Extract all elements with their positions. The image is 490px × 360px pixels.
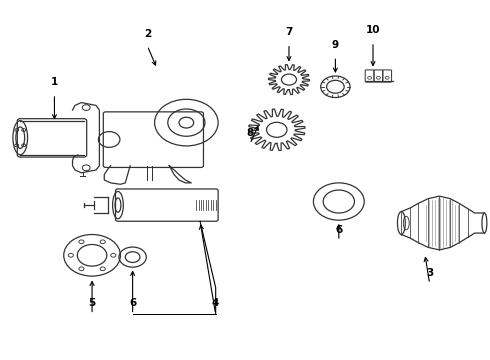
Text: 3: 3 [426, 267, 433, 278]
Text: 6: 6 [129, 298, 136, 308]
Text: 9: 9 [332, 40, 339, 50]
Text: 4: 4 [212, 298, 220, 308]
Text: 5: 5 [88, 298, 96, 308]
Text: 7: 7 [285, 27, 293, 37]
Text: 6: 6 [335, 225, 343, 234]
Text: 2: 2 [144, 29, 151, 39]
Text: 8: 8 [246, 128, 253, 138]
Text: 1: 1 [51, 77, 58, 87]
Text: 10: 10 [366, 26, 380, 36]
